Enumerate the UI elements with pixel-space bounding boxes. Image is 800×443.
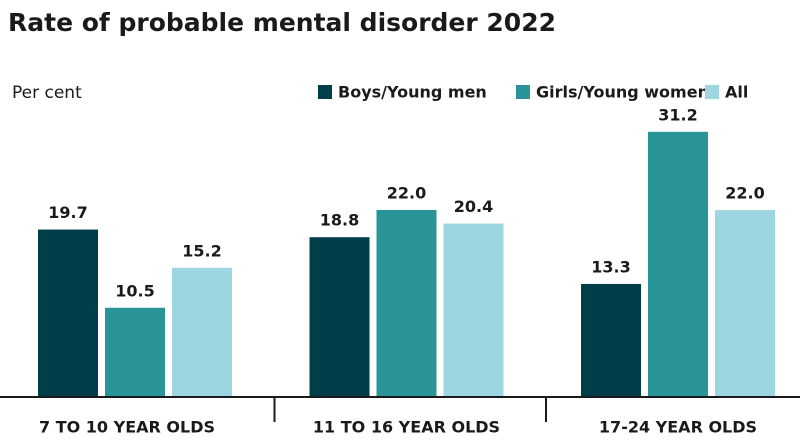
data-label: 20.4 (454, 197, 493, 216)
legend-swatch (318, 85, 332, 99)
data-label: 18.8 (320, 211, 359, 230)
bar (376, 210, 437, 397)
x-tick-label: 7 TO 10 YEAR OLDS (39, 418, 215, 437)
y-axis-label: Per cent (12, 83, 82, 103)
bar (581, 283, 641, 397)
data-label: 19.7 (48, 203, 87, 222)
legend-swatch (516, 85, 530, 99)
data-label: 10.5 (115, 281, 154, 300)
legend-label: Boys/Young men (338, 83, 487, 102)
data-label: 22.0 (725, 184, 764, 203)
x-tick-label: 17-24 YEAR OLDS (599, 418, 757, 437)
bar (172, 267, 232, 397)
legend-swatch (705, 85, 719, 99)
chart-title: Rate of probable mental disorder 2022 (8, 8, 556, 37)
bar (38, 229, 98, 397)
data-label: 13.3 (591, 257, 630, 276)
data-label: 31.2 (658, 105, 697, 124)
legend-label: Girls/Young women (536, 83, 709, 102)
x-tick-label: 11 TO 16 YEAR OLDS (313, 418, 500, 437)
bar (309, 237, 370, 397)
bar (715, 210, 775, 397)
bar (443, 223, 504, 397)
bar (648, 131, 708, 398)
data-label: 15.2 (182, 241, 221, 260)
legend-label: All (725, 83, 748, 102)
data-label: 22.0 (387, 184, 426, 203)
bar (105, 307, 165, 397)
